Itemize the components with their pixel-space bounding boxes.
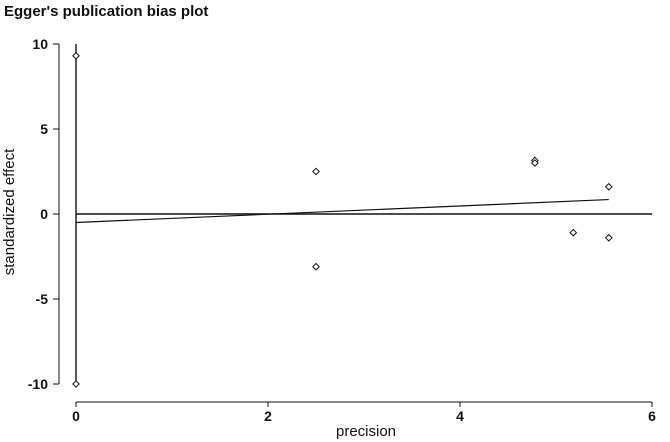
x-tick-label: 6 [648, 408, 656, 424]
x-tick-label: 4 [456, 408, 464, 424]
data-point [72, 380, 80, 388]
y-tick-label: -10 [28, 376, 48, 392]
x-tick-label: 0 [72, 408, 80, 424]
y-tick-label: 0 [40, 206, 48, 222]
y-tick-label: 5 [40, 121, 48, 137]
x-axis-ticks: 0 2 4 6 [72, 402, 656, 424]
data-point [604, 182, 613, 191]
data-point [530, 159, 539, 167]
regression-line [75, 198, 609, 224]
y-axis-label: standardized effect [1, 148, 18, 275]
y-tick-label: -5 [36, 291, 49, 307]
data-points [72, 51, 613, 388]
y-axis-ticks: 10 5 0 -5 -10 [28, 36, 59, 392]
data-point [604, 233, 613, 242]
data-point [312, 167, 320, 176]
chart-title: Egger's publication bias plot [4, 3, 208, 20]
y-tick-label: 10 [32, 36, 48, 52]
data-point [569, 228, 578, 237]
x-axis-label: precision [336, 423, 396, 440]
data-point [72, 51, 80, 60]
x-tick-label: 2 [264, 408, 272, 424]
data-point [312, 262, 320, 271]
plot-area: 0 2 4 6 10 5 0 -5 -10 [28, 36, 656, 424]
